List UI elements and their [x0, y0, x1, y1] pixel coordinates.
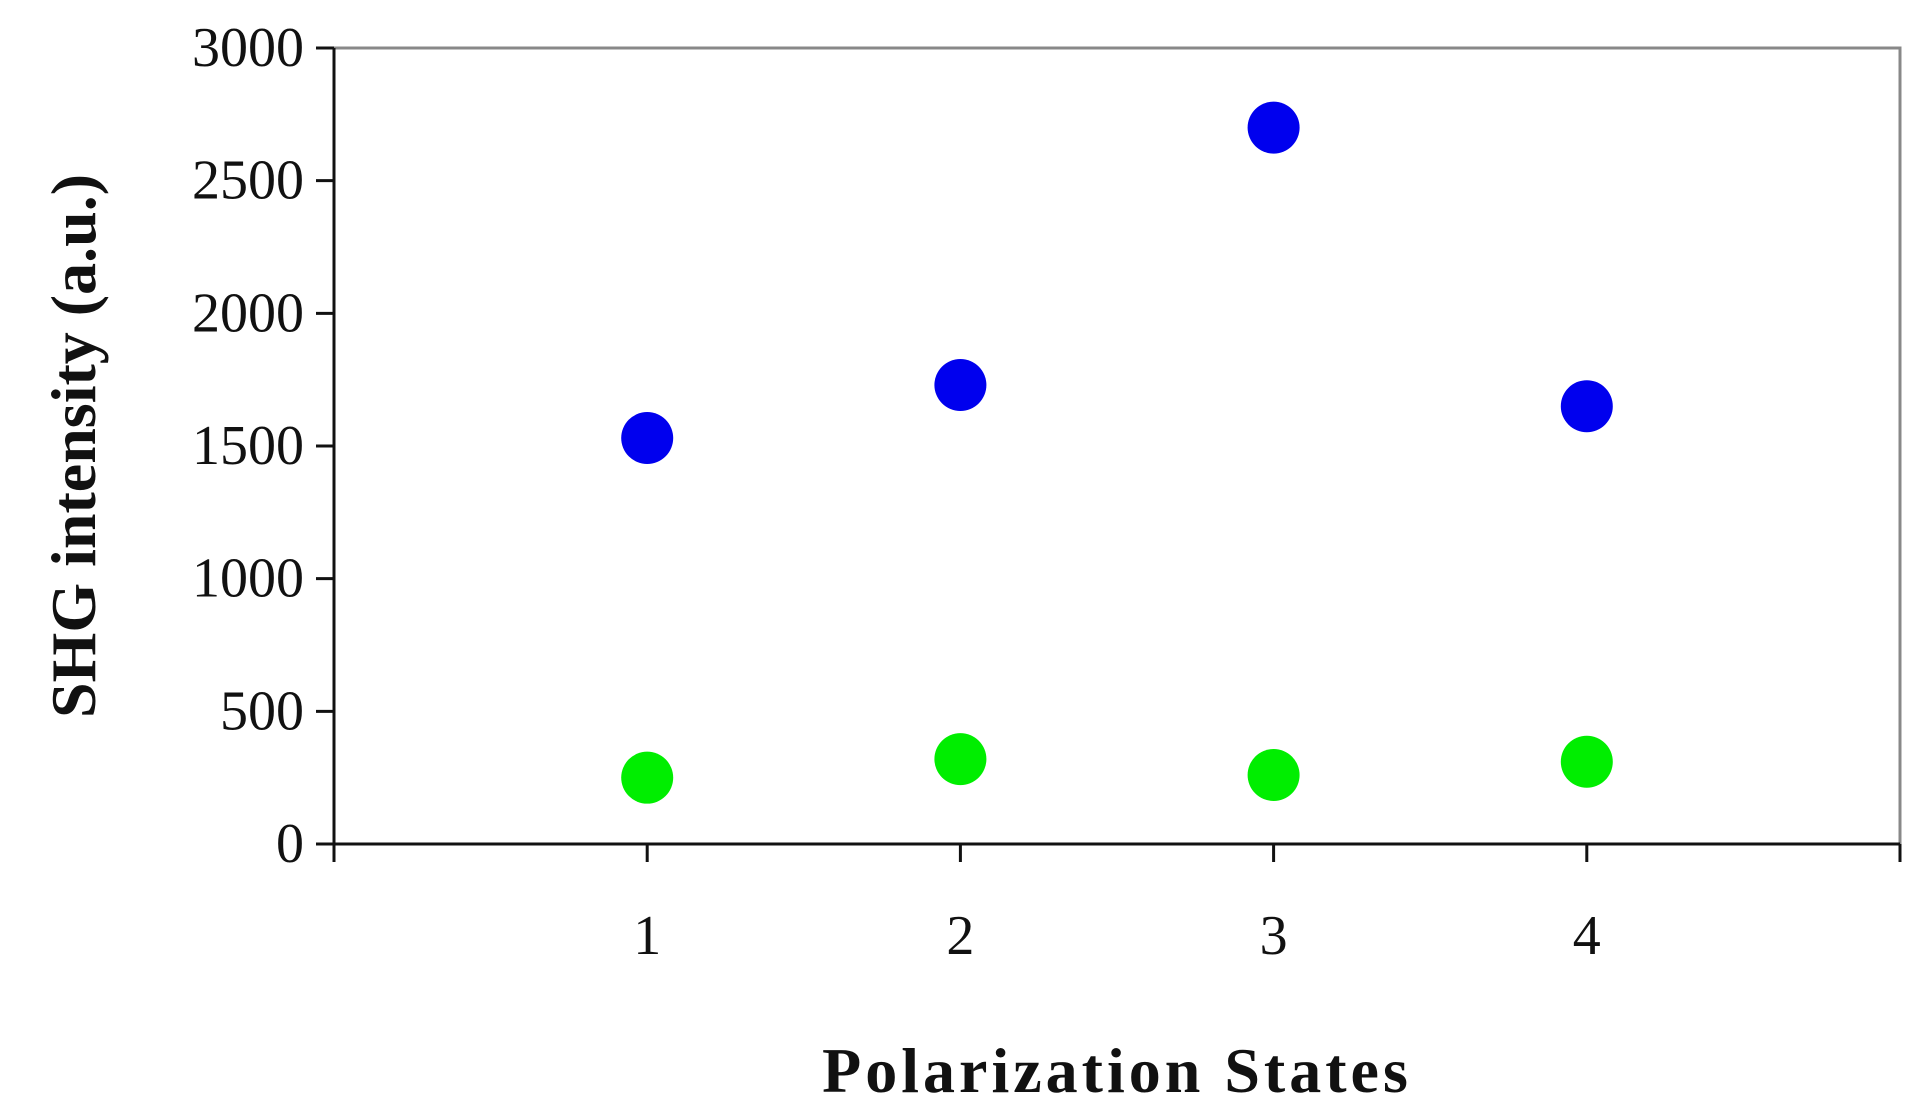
y-tick-label: 1000: [192, 548, 304, 610]
y-tick-label: 2000: [192, 282, 304, 344]
y-tick-label: 3000: [192, 17, 304, 79]
data-point-series-1: [1247, 101, 1300, 154]
data-point-series-2: [934, 733, 987, 786]
x-tick-label: 3: [1260, 905, 1288, 967]
y-axis: 0 500 1000 1500 2000 2500 3000: [192, 17, 336, 875]
x-axis-title: Polarization States: [822, 1035, 1412, 1106]
x-tick-label: 1: [633, 905, 661, 967]
y-tick-label: 1500: [192, 415, 304, 477]
y-tick-label: 500: [220, 680, 304, 742]
data-points: [621, 101, 1613, 804]
x-axis: 1 2 3 4: [332, 842, 1902, 967]
data-point-series-1: [934, 358, 987, 411]
plot-area: [332, 46, 1902, 846]
data-point-series-2: [1560, 735, 1613, 788]
data-point-series-1: [621, 412, 674, 465]
y-tick-label: 0: [276, 813, 304, 875]
x-tick-label: 4: [1573, 905, 1601, 967]
y-axis-title: SHG intensity (a.u.): [38, 174, 109, 718]
data-point-series-2: [621, 751, 674, 804]
y-tick-label: 2500: [192, 150, 304, 212]
x-tick-label: 2: [946, 905, 974, 967]
data-point-series-2: [1247, 749, 1300, 802]
data-point-series-1: [1560, 380, 1613, 433]
